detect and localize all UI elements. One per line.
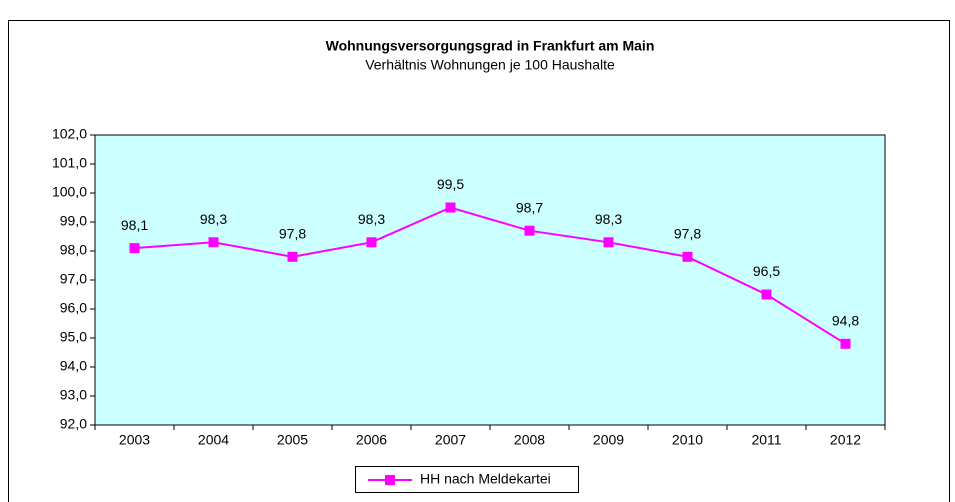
x-tick-label: 2005 (277, 432, 308, 448)
marker (840, 338, 851, 349)
x-tick-label: 2009 (593, 432, 624, 448)
data-label: 97,8 (674, 226, 701, 242)
marker (761, 289, 772, 300)
y-tick-label: 100,0 (52, 184, 87, 200)
line (134, 206, 847, 345)
data-label: 98,1 (121, 217, 148, 233)
y-tick-label: 101,0 (52, 155, 87, 171)
x-tick-label: 2003 (119, 432, 150, 448)
marker (603, 237, 614, 248)
data-label: 98,3 (595, 211, 622, 227)
x-tick-label: 2006 (356, 432, 387, 448)
y-tick-label: 95,0 (60, 329, 87, 345)
y-tick-label: 102,0 (52, 126, 87, 142)
marker (208, 237, 219, 248)
y-tick-label: 98,0 (60, 242, 87, 258)
plot-area (94, 134, 886, 426)
chart-subtitle: Verhältnis Wohnungen je 100 Haushalte (365, 57, 615, 73)
data-label: 98,3 (200, 211, 227, 227)
marker (366, 237, 377, 248)
chart-title: Wohnungsversorgungsgrad in Frankfurt am … (326, 38, 655, 54)
marker (287, 251, 298, 262)
marker (129, 243, 140, 254)
data-label: 99,5 (437, 176, 464, 192)
y-tick-label: 94,0 (60, 358, 87, 374)
data-label: 98,7 (516, 199, 543, 215)
legend-marker (385, 475, 395, 485)
x-tick-label: 2011 (751, 432, 781, 448)
y-tick-label: 99,0 (60, 213, 87, 229)
marker (682, 251, 693, 262)
y-tick-label: 96,0 (60, 300, 87, 316)
legend-label: HH nach Meldekartei (420, 471, 551, 487)
data-label: 98,3 (358, 211, 385, 227)
y-tick-label: 93,0 (60, 387, 87, 403)
data-label: 97,8 (279, 226, 306, 242)
y-tick-label: 92,0 (60, 416, 87, 432)
x-tick-label: 2010 (672, 432, 703, 448)
marker (445, 202, 456, 213)
x-tick-label: 2012 (830, 432, 861, 448)
x-tick-label: 2008 (514, 432, 545, 448)
marker (524, 225, 535, 236)
data-label: 94,8 (832, 313, 859, 329)
x-tick-label: 2007 (435, 432, 466, 448)
y-tick-label: 97,0 (60, 271, 87, 287)
data-label: 96,5 (753, 263, 780, 279)
x-tick-label: 2004 (198, 432, 229, 448)
